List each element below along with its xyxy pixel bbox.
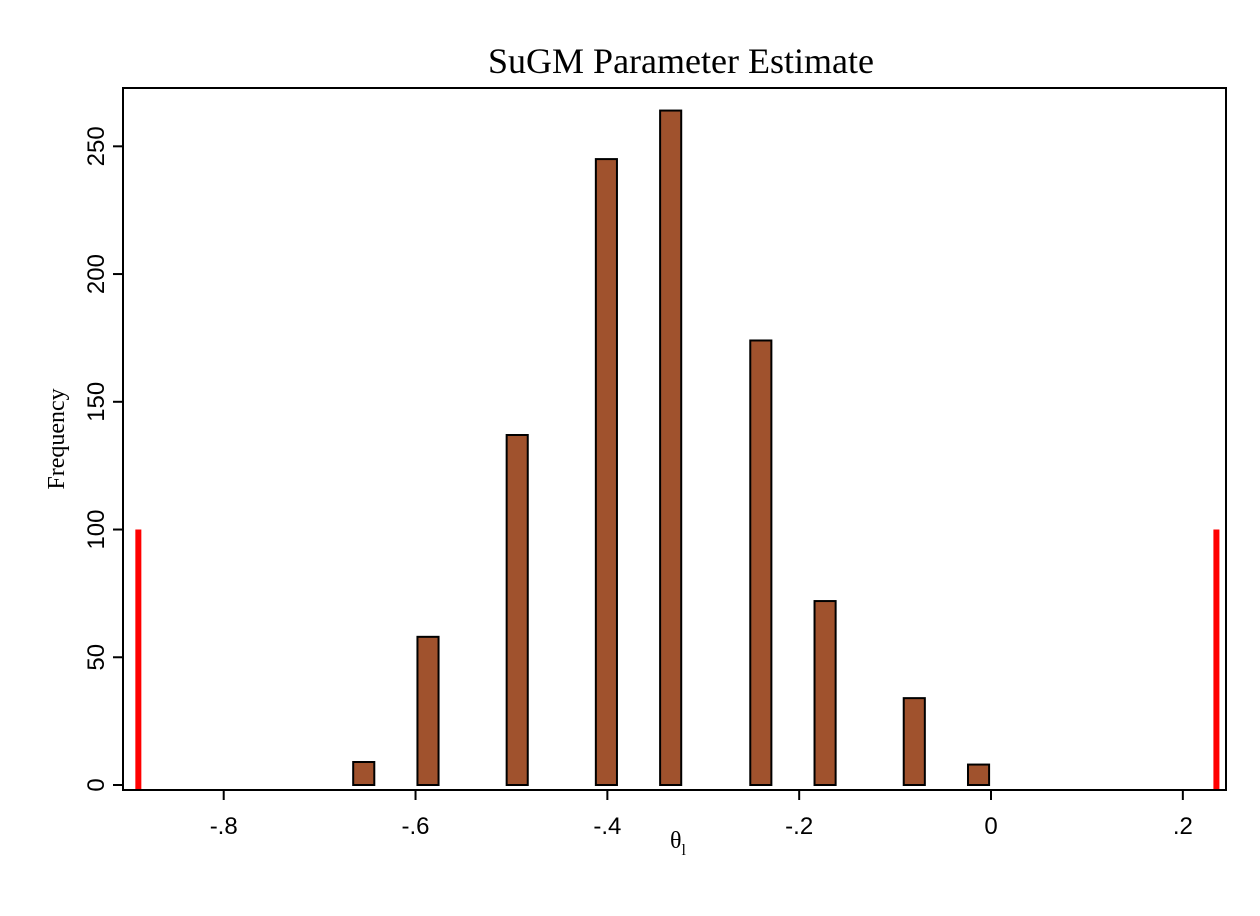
histogram-bar	[902, 697, 926, 787]
x-tick-label: -.8	[210, 813, 238, 840]
histogram-bar	[352, 761, 376, 787]
y-tick-label: 150	[83, 382, 110, 422]
y-tick-label: 0	[83, 778, 110, 791]
y-tick-label: 250	[83, 126, 110, 166]
histogram-bar	[813, 600, 837, 786]
y-tick-label: 200	[83, 254, 110, 294]
x-axis: -.8 -.6 -.4 -.2 0 .2	[210, 790, 1193, 840]
y-axis-label: Frequency	[44, 388, 70, 489]
y-axis: 0 50 100 150 200 250	[83, 126, 123, 792]
x-tick-label: -.6	[402, 813, 430, 840]
histogram-bar	[505, 434, 529, 786]
x-axis-label: θl	[670, 828, 687, 859]
y-tick-label: 50	[83, 644, 110, 671]
histogram-bar	[749, 339, 773, 786]
reference-lines-layer	[135, 529, 1220, 789]
x-tick-label: 0	[984, 813, 997, 840]
y-tick-label: 100	[83, 510, 110, 550]
plot-frame	[122, 87, 1227, 791]
x-tick-label: -.2	[785, 813, 813, 840]
chart-title: SuGM Parameter Estimate	[488, 41, 874, 81]
histogram-bar	[659, 109, 683, 787]
histogram-bar	[966, 763, 991, 786]
histogram-bar	[416, 635, 440, 786]
x-tick-label: .2	[1173, 813, 1193, 840]
bars-layer	[352, 109, 991, 787]
x-tick-label: -.4	[593, 813, 621, 840]
histogram-bar	[594, 158, 618, 786]
